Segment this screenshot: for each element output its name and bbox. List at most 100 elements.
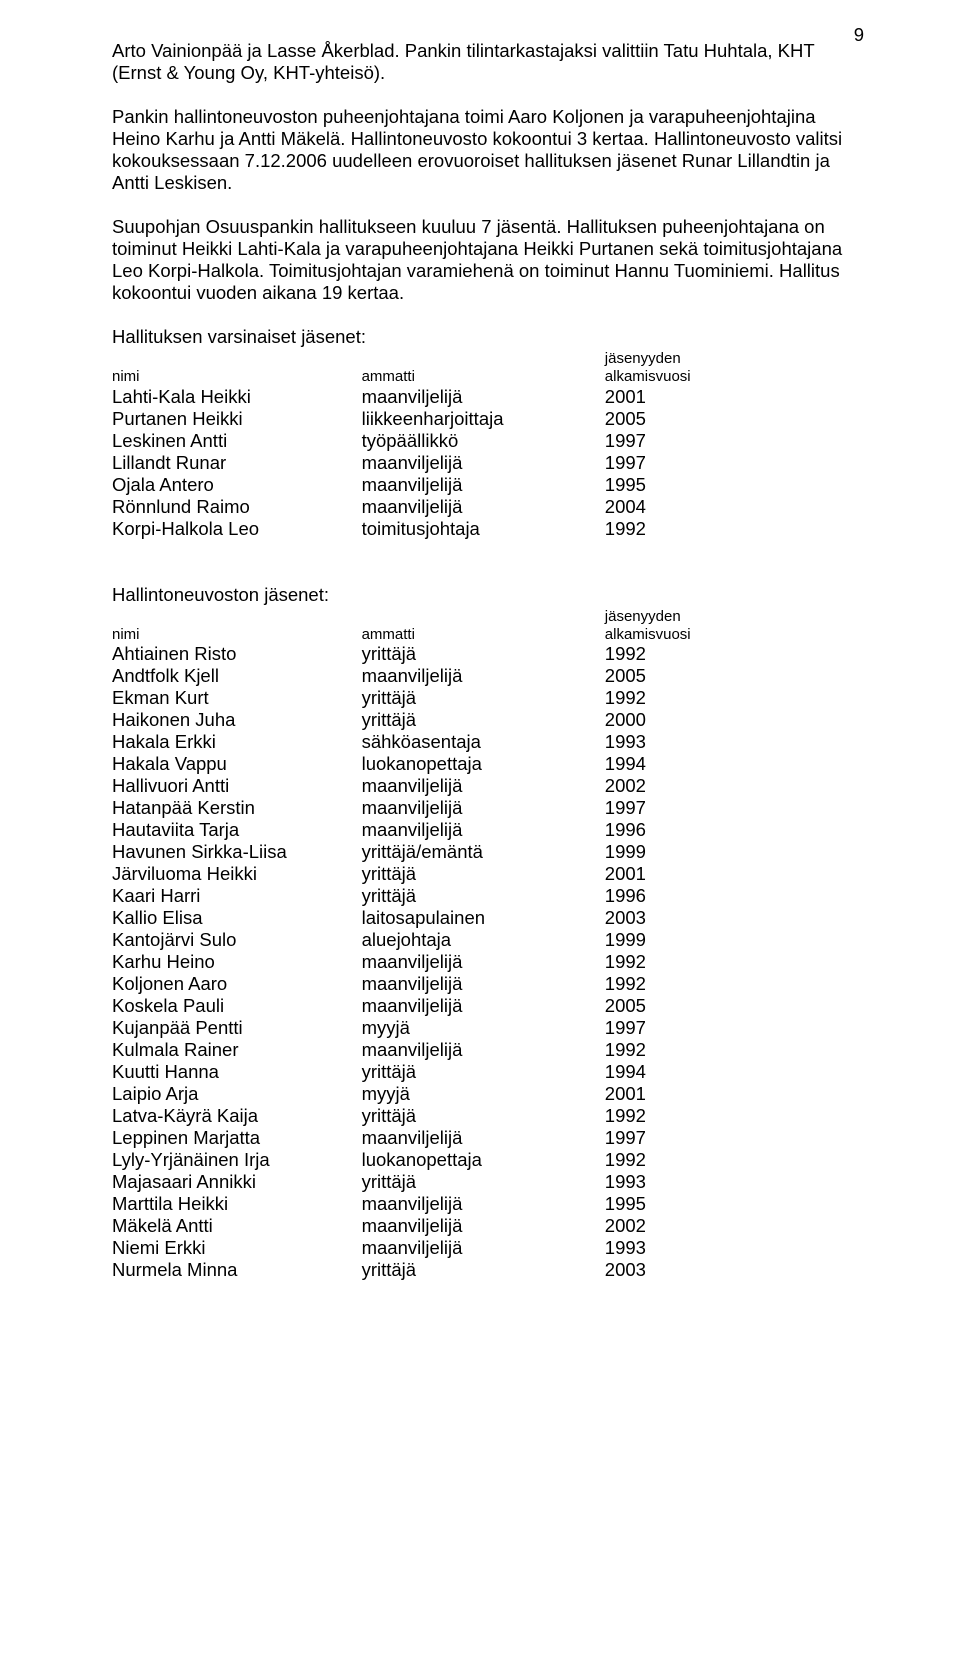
- cell-year: 2001: [605, 1083, 752, 1105]
- board-table: nimi ammatti jäsenyyden alkamisvuosi Lah…: [112, 350, 752, 540]
- table-row: Marttila Heikkimaanviljelijä1995: [112, 1193, 752, 1215]
- cell-occupation: luokanopettaja: [362, 753, 605, 775]
- header-name-text: nimi: [112, 626, 354, 644]
- cell-year: 1992: [605, 643, 752, 665]
- table-row: Ahtiainen Ristoyrittäjä1992: [112, 643, 752, 665]
- table-row: Lillandt Runarmaanviljelijä1997: [112, 452, 752, 474]
- cell-name: Haikonen Juha: [112, 709, 362, 731]
- table-row: Hakala Erkkisähköasentaja1993: [112, 731, 752, 753]
- cell-year: 2005: [605, 665, 752, 687]
- cell-name: Hallivuori Antti: [112, 775, 362, 797]
- header-year-line1: jäsenyyden: [605, 608, 744, 626]
- paragraph-1: Arto Vainionpää ja Lasse Åkerblad. Panki…: [112, 40, 864, 84]
- table-row: Lahti-Kala Heikkimaanviljelijä2001: [112, 386, 752, 408]
- header-occ-text: ammatti: [362, 368, 597, 386]
- cell-occupation: työpäällikkö: [362, 430, 605, 452]
- table-row: Ojala Anteromaanviljelijä1995: [112, 474, 752, 496]
- cell-year: 2004: [605, 496, 752, 518]
- col-header-name: nimi: [112, 350, 362, 386]
- board-title: Hallituksen varsinaiset jäsenet:: [112, 326, 864, 348]
- cell-occupation: maanviljelijä: [362, 951, 605, 973]
- cell-name: Leppinen Marjatta: [112, 1127, 362, 1149]
- cell-occupation: maanviljelijä: [362, 995, 605, 1017]
- cell-occupation: maanviljelijä: [362, 496, 605, 518]
- cell-year: 1992: [605, 951, 752, 973]
- table-row: Hallivuori Anttimaanviljelijä2002: [112, 775, 752, 797]
- cell-occupation: aluejohtaja: [362, 929, 605, 951]
- cell-name: Ekman Kurt: [112, 687, 362, 709]
- cell-name: Purtanen Heikki: [112, 408, 362, 430]
- cell-year: 1992: [605, 687, 752, 709]
- cell-occupation: maanviljelijä: [362, 797, 605, 819]
- cell-occupation: maanviljelijä: [362, 452, 605, 474]
- page-number: 9: [854, 24, 864, 46]
- cell-name: Kallio Elisa: [112, 907, 362, 929]
- col-header-occupation: ammatti: [362, 608, 605, 644]
- cell-name: Kantojärvi Sulo: [112, 929, 362, 951]
- cell-occupation: yrittäjä/emäntä: [362, 841, 605, 863]
- table-row: Järviluoma Heikkiyrittäjä2001: [112, 863, 752, 885]
- table-row: Korpi-Halkola Leotoimitusjohtaja1992: [112, 518, 752, 540]
- table-row: Nurmela Minnayrittäjä2003: [112, 1259, 752, 1281]
- cell-year: 2005: [605, 408, 752, 430]
- cell-name: Ahtiainen Risto: [112, 643, 362, 665]
- cell-name: Rönnlund Raimo: [112, 496, 362, 518]
- col-header-occupation: ammatti: [362, 350, 605, 386]
- cell-occupation: maanviljelijä: [362, 1193, 605, 1215]
- cell-occupation: laitosapulainen: [362, 907, 605, 929]
- cell-year: 1999: [605, 929, 752, 951]
- header-year-line2: alkamisvuosi: [605, 368, 744, 386]
- cell-occupation: toimitusjohtaja: [362, 518, 605, 540]
- council-header-row: nimi ammatti jäsenyyden alkamisvuosi: [112, 608, 752, 644]
- cell-year: 1995: [605, 474, 752, 496]
- table-row: Leppinen Marjattamaanviljelijä1997: [112, 1127, 752, 1149]
- cell-year: 1997: [605, 430, 752, 452]
- table-row: Koljonen Aaromaanviljelijä1992: [112, 973, 752, 995]
- cell-occupation: maanviljelijä: [362, 819, 605, 841]
- table-row: Kujanpää Penttimyyjä1997: [112, 1017, 752, 1039]
- cell-year: 1994: [605, 753, 752, 775]
- cell-name: Järviluoma Heikki: [112, 863, 362, 885]
- cell-year: 2001: [605, 386, 752, 408]
- cell-name: Lahti-Kala Heikki: [112, 386, 362, 408]
- cell-occupation: yrittäjä: [362, 687, 605, 709]
- cell-name: Andtfolk Kjell: [112, 665, 362, 687]
- cell-occupation: yrittäjä: [362, 1105, 605, 1127]
- cell-year: 1995: [605, 1193, 752, 1215]
- table-row: Purtanen Heikkiliikkeenharjoittaja2005: [112, 408, 752, 430]
- cell-name: Kujanpää Pentti: [112, 1017, 362, 1039]
- cell-year: 2003: [605, 907, 752, 929]
- table-row: Kantojärvi Suloaluejohtaja1999: [112, 929, 752, 951]
- cell-name: Kuutti Hanna: [112, 1061, 362, 1083]
- cell-occupation: myyjä: [362, 1083, 605, 1105]
- cell-occupation: yrittäjä: [362, 863, 605, 885]
- cell-name: Kaari Harri: [112, 885, 362, 907]
- cell-name: Latva-Käyrä Kaija: [112, 1105, 362, 1127]
- cell-occupation: maanviljelijä: [362, 973, 605, 995]
- cell-name: Laipio Arja: [112, 1083, 362, 1105]
- cell-year: 1992: [605, 1149, 752, 1171]
- cell-year: 1992: [605, 518, 752, 540]
- cell-occupation: sähköasentaja: [362, 731, 605, 753]
- council-title: Hallintoneuvoston jäsenet:: [112, 584, 864, 606]
- cell-occupation: maanviljelijä: [362, 474, 605, 496]
- cell-name: Niemi Erkki: [112, 1237, 362, 1259]
- col-header-year: jäsenyyden alkamisvuosi: [605, 350, 752, 386]
- cell-occupation: yrittäjä: [362, 885, 605, 907]
- cell-name: Leskinen Antti: [112, 430, 362, 452]
- cell-occupation: yrittäjä: [362, 643, 605, 665]
- cell-year: 2005: [605, 995, 752, 1017]
- cell-name: Koljonen Aaro: [112, 973, 362, 995]
- cell-year: 2001: [605, 863, 752, 885]
- cell-year: 1993: [605, 1171, 752, 1193]
- cell-year: 1992: [605, 1105, 752, 1127]
- table-row: Hautaviita Tarjamaanviljelijä1996: [112, 819, 752, 841]
- table-row: Kuutti Hannayrittäjä1994: [112, 1061, 752, 1083]
- table-row: Latva-Käyrä Kaijayrittäjä1992: [112, 1105, 752, 1127]
- table-row: Lyly-Yrjänäinen Irjaluokanopettaja1992: [112, 1149, 752, 1171]
- header-occ-text: ammatti: [362, 626, 597, 644]
- cell-year: 1997: [605, 1017, 752, 1039]
- table-row: Majasaari Annikkiyrittäjä1993: [112, 1171, 752, 1193]
- cell-name: Havunen Sirkka-Liisa: [112, 841, 362, 863]
- cell-occupation: maanviljelijä: [362, 386, 605, 408]
